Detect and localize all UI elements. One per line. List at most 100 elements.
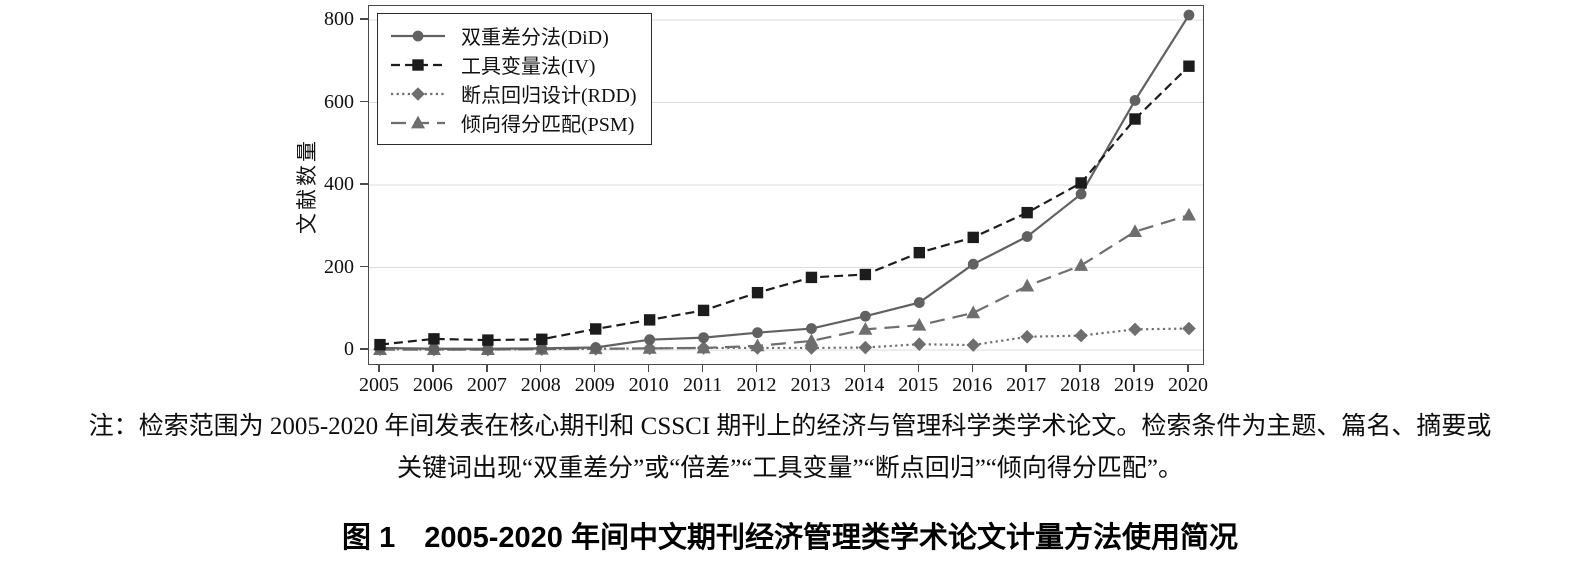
x-tick [486,364,488,372]
y-tick-label-0: 0 [344,338,354,360]
marker-square [374,338,386,351]
x-tick [863,364,866,372]
legend-item-iv: 工具变量法(IV) [390,51,637,78]
marker-circle [913,297,925,308]
marker-circle [412,30,424,41]
marker-circle [428,343,440,355]
series-line-iv [379,65,1190,346]
series-line-psm [380,214,1190,351]
x-tick-label-2019: 2019 [1114,374,1155,396]
legend-sample-psm [391,115,445,128]
marker-circle [967,258,979,270]
x-tick-label-2007: 2007 [466,374,507,396]
chart-canvas [369,9,1203,357]
marker-circle [698,332,709,344]
legend-sample-iv [391,58,445,71]
marker-triangle [1181,207,1196,221]
x-tick [1133,364,1135,372]
marker-diamond [858,340,873,355]
legend-item-did: 双重差分法(DiD) [390,22,637,49]
marker-triangle [750,338,765,352]
x-tick [1079,364,1081,372]
legend-item-rdd: 断点回归设计(RDD) [390,80,637,107]
marker-triangle [1074,258,1089,271]
marker-diamond [966,338,981,352]
legend: 双重差分法(DiD) 工具变量法(IV) 断点回归设计(RDD) 倾向得分匹配(PSM… [377,13,652,145]
y-tick-label-200: 200 [324,255,354,278]
legend-label-did: 双重差分法(DiD) [461,27,609,49]
marker-square [805,271,818,284]
legend-label-psm: 倾向得分匹配(PSM) [461,114,635,136]
x-tick [378,364,380,372]
series-line-did [379,14,1190,350]
y-tick-label-600: 600 [324,90,354,113]
marker-square [428,333,440,345]
legend-sample-rdd [391,86,445,101]
marker-square [590,323,602,335]
marker-triangle [1020,278,1035,292]
marker-diamond [1182,321,1196,336]
x-tick-label-2012: 2012 [736,374,777,396]
marker-circle [482,343,494,355]
x-tick-label-2009: 2009 [574,374,615,396]
x-tick [755,364,758,372]
marker-square [967,231,979,244]
x-tick [917,364,919,372]
marker-diamond [1074,328,1088,343]
marker-circle [590,342,602,353]
note-line-1: 注：检索范围为 2005-2020 年间发表在核心期刊和 CSSCI 期刊上的经… [88,413,1492,440]
marker-triangle [912,317,927,331]
marker-circle [1129,95,1141,106]
marker-circle [1075,188,1087,200]
marker-triangle [804,333,819,347]
marker-circle [859,310,871,322]
x-tick [432,364,434,372]
note-line-2: 关键词出现“双重差分”或“倍差”“工具变量”“断点回归”“倾向得分匹配”。 [397,455,1183,482]
marker-circle [1183,9,1195,21]
y-tick-label-800: 800 [324,8,354,30]
marker-square [697,304,710,317]
marker-square [1075,177,1087,189]
marker-diamond [1128,322,1142,337]
x-tick-label-2020: 2020 [1167,374,1208,396]
marker-square [1183,60,1195,72]
legend-label-iv: 工具变量法(IV) [461,56,596,78]
series-psm [373,207,1196,355]
marker-square [482,334,494,346]
x-tick-label-2013: 2013 [790,374,831,396]
y-tick-label-400: 400 [324,173,354,195]
x-tick [540,364,542,372]
marker-square [1021,206,1033,219]
series-did [374,9,1195,355]
figure-note: 注：检索范围为 2005-2020 年间发表在核心期刊和 CSSCI 期刊上的经… [0,406,1580,490]
marker-triangle [1128,224,1143,238]
figure-caption: 图 1 2005-2020 年间中文期刊经济管理类学术论文计量方法使用简况 [342,522,1238,554]
marker-triangle [411,115,425,128]
marker-triangle [966,305,981,319]
x-tick [701,364,704,372]
series-iv [374,60,1195,351]
x-tick-label-2017: 2017 [1006,374,1047,396]
x-tick-label-2005: 2005 [359,374,399,396]
y-tick [360,265,368,268]
marker-diamond [912,337,927,352]
marker-circle [752,327,763,339]
marker-diamond [1020,330,1034,344]
marker-square [1129,113,1141,125]
x-tick [1187,364,1189,372]
marker-triangle [858,321,873,335]
marker-diamond [411,86,425,101]
legend-label-rdd: 断点回归设计(RDD) [461,85,637,107]
y-tick [360,348,368,350]
marker-circle [644,334,656,346]
x-tick-label-2006: 2006 [412,374,453,396]
marker-circle [806,323,817,334]
marker-circle [536,342,548,354]
y-tick [360,100,368,103]
marker-square [643,314,656,326]
x-tick [809,364,812,372]
legend-sample-did [391,30,445,41]
x-tick [594,364,596,372]
marker-square [859,268,872,281]
x-tick [971,364,973,372]
